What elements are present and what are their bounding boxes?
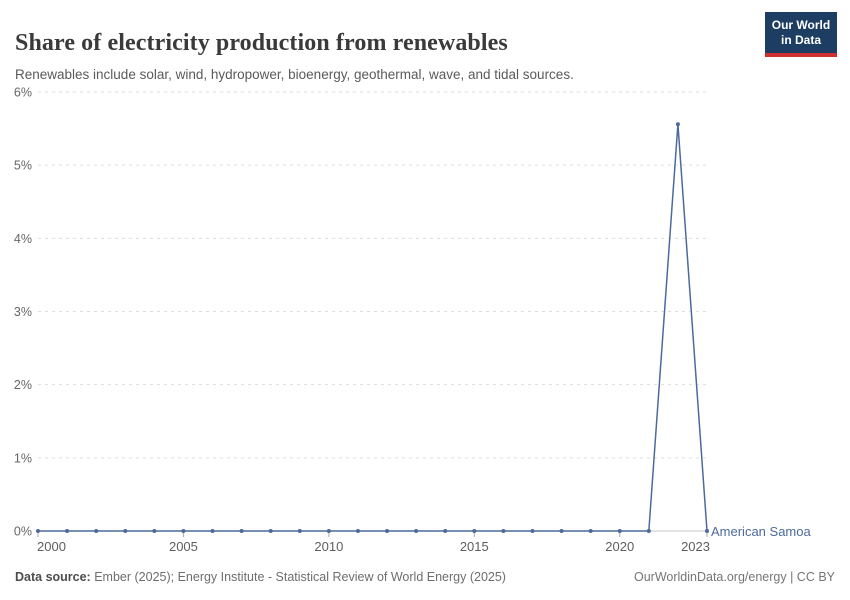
y-tick-label: 2%	[14, 378, 32, 392]
data-line-american-samoa[interactable]	[38, 124, 708, 532]
y-tick-label: 4%	[14, 232, 32, 246]
entity-label-american-samoa[interactable]: American Samoa	[711, 524, 811, 539]
data-point[interactable]	[646, 529, 651, 533]
data-point[interactable]	[65, 529, 70, 533]
x-tick-label: 2023	[681, 539, 710, 554]
data-point[interactable]	[472, 529, 477, 533]
data-point[interactable]	[530, 529, 535, 533]
data-source-note: Data source: Ember (2025); Energy Instit…	[15, 570, 506, 584]
y-tick-label: 0%	[14, 525, 32, 539]
owid-logo[interactable]: Our World in Data	[765, 12, 837, 57]
x-tick-label: 2020	[605, 539, 634, 554]
owid-url-license[interactable]: OurWorldinData.org/energy | CC BY	[633, 570, 835, 584]
data-point[interactable]	[355, 529, 360, 533]
owid-logo-line2: in Data	[780, 33, 821, 47]
y-tick-label: 6%	[14, 86, 32, 100]
owid-logo-line1: Our World	[771, 18, 831, 32]
data-source-text: Ember (2025); Energy Institute - Statist…	[90, 570, 506, 584]
x-tick-label: 2000	[37, 539, 66, 554]
data-point[interactable]	[152, 529, 157, 533]
data-point[interactable]	[705, 529, 709, 533]
data-point[interactable]	[385, 529, 390, 533]
data-point[interactable]	[414, 529, 419, 533]
chart-subtitle: Renewables include solar, wind, hydropow…	[15, 66, 574, 82]
data-point[interactable]	[588, 529, 593, 533]
x-tick-label: 2010	[314, 539, 343, 554]
data-point[interactable]	[675, 122, 680, 127]
y-tick-label: 1%	[14, 451, 32, 465]
data-point[interactable]	[268, 529, 273, 533]
data-point[interactable]	[297, 529, 302, 533]
x-tick-label: 2005	[169, 539, 198, 554]
data-point[interactable]	[617, 529, 622, 533]
data-point[interactable]	[443, 529, 448, 533]
data-source-label: Data source:	[15, 570, 91, 584]
y-tick-label: 3%	[14, 305, 32, 319]
data-point[interactable]	[123, 529, 128, 533]
x-tick-label: 2015	[460, 539, 489, 554]
data-point[interactable]	[181, 529, 186, 533]
data-point[interactable]	[326, 529, 331, 533]
data-point[interactable]	[210, 529, 215, 533]
page-title: Share of electricity production from ren…	[15, 30, 508, 57]
data-point[interactable]	[36, 529, 40, 533]
data-point[interactable]	[94, 529, 99, 533]
data-point[interactable]	[239, 529, 244, 533]
data-point[interactable]	[501, 529, 506, 533]
data-point[interactable]	[559, 529, 564, 533]
y-tick-label: 5%	[14, 159, 32, 173]
